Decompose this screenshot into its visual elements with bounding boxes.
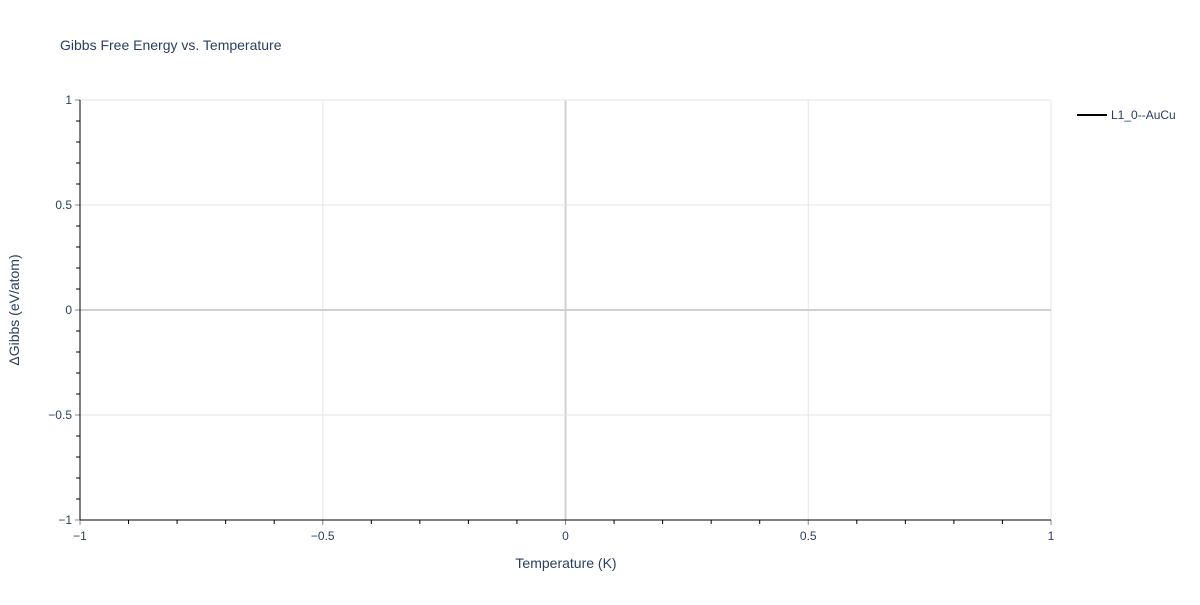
y-tick-label: 1	[65, 93, 72, 107]
x-tick-label: 0.5	[800, 529, 817, 543]
x-tick-label: 1	[1048, 529, 1055, 543]
y-axis-label: ΔGibbs (eV/atom)	[6, 254, 22, 365]
x-tick-label: 0	[562, 529, 569, 543]
chart-title: Gibbs Free Energy vs. Temperature	[60, 37, 282, 53]
x-tick-label: −0.5	[311, 529, 335, 543]
y-tick-label: 0	[65, 303, 72, 317]
y-tick-label: 0.5	[55, 198, 72, 212]
y-tick-label: −1	[58, 513, 72, 527]
legend-item[interactable]: L1_0--AuCu	[1077, 108, 1176, 122]
x-tick-label: −1	[73, 529, 87, 543]
x-axis-label: Temperature (K)	[515, 555, 616, 571]
legend-label: L1_0--AuCu	[1111, 108, 1176, 122]
y-tick-label: −0.5	[48, 408, 72, 422]
